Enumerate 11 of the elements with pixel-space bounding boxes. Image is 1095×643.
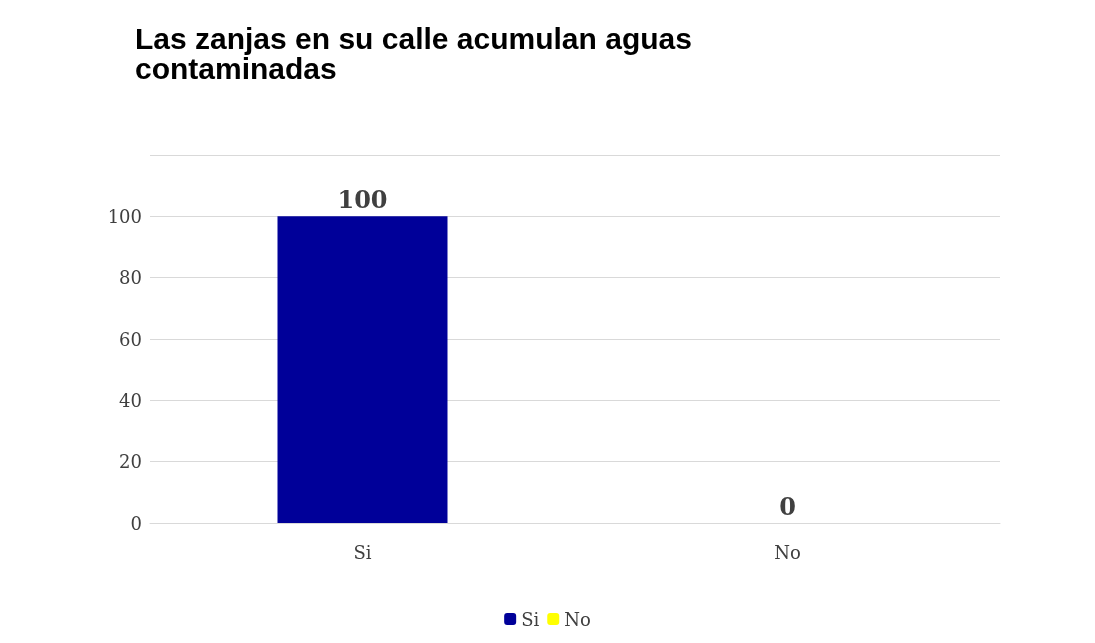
y-tick-label: 40 xyxy=(119,389,142,411)
data-label: 100 xyxy=(337,184,388,214)
data-label: 0 xyxy=(779,491,796,521)
y-tick-label: 20 xyxy=(119,451,142,473)
y-tick-label: 60 xyxy=(119,328,142,350)
y-tick-label: 0 xyxy=(130,512,142,534)
y-tick-label: 100 xyxy=(107,205,142,227)
legend-label: No xyxy=(564,608,591,630)
chart-title: Las zanjas en su calle acumulan aguas contaminadas xyxy=(135,21,701,85)
legend-label: Si xyxy=(521,608,540,630)
y-tick-label: 80 xyxy=(119,267,142,289)
